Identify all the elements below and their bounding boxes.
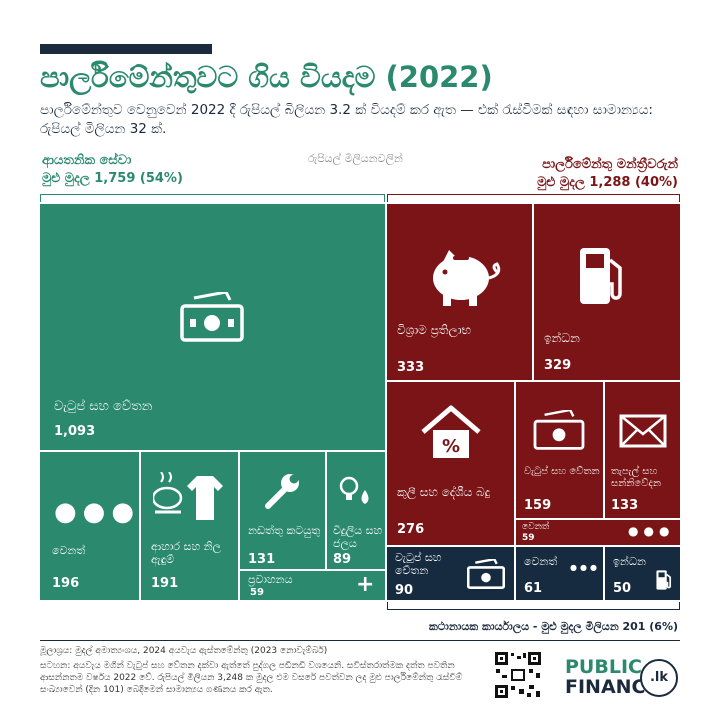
item-value: 1,093 bbox=[54, 424, 96, 439]
item-label: විශ්‍රාම ප්‍රතිලාභ bbox=[397, 323, 472, 337]
item-label: නඩත්තු කටයුතු bbox=[248, 524, 321, 537]
plus-icon: + bbox=[356, 572, 375, 597]
tile-inst-other: ●●● වෙනත් 196 bbox=[40, 452, 139, 600]
source-text: මූලාශ්‍රය: මුදල් අමාත්‍යංශය, 2024 අයවැය … bbox=[40, 646, 328, 656]
tile-mp-fuel: ඉන්ධන 329 bbox=[534, 204, 680, 380]
group-total: මුළු මුදල 1,759 (54%) bbox=[42, 171, 183, 186]
tile-mp-other: වෙනත් 59 ●●● bbox=[516, 520, 680, 545]
tile-ex-other: වෙනත් ●●● 61 bbox=[516, 547, 603, 600]
unit-note: රුපියල් මිලියනවලින් bbox=[308, 152, 403, 165]
group-label-institutional: ආයතනික සේවා මුළු මුදල 1,759 (54%) bbox=[42, 152, 183, 188]
tile-ex-salaries: වැටුප් සහ වේතන 90 bbox=[387, 547, 514, 600]
item-label: ඉන්ධන bbox=[544, 331, 580, 345]
tile-inst-maint: නඩත්තු කටයුතු 131 bbox=[240, 452, 325, 569]
tile-mp-salaries: වැටුප් සහ වේතන 159 bbox=[516, 382, 603, 518]
title-accent-bar bbox=[40, 44, 212, 54]
tile-inst-transport: ප්‍රවාහනය 59 + bbox=[240, 571, 385, 600]
item-label: ප්‍රවාහනය bbox=[248, 573, 293, 586]
tile-mp-rent: % කුලී සහ දේශීය බදු 276 bbox=[387, 382, 514, 545]
qr-code[interactable] bbox=[494, 651, 542, 699]
item-label: වැටුප් සහ වේතන bbox=[524, 466, 600, 477]
item-value: 90 bbox=[395, 583, 414, 598]
brand-line-1: PUBLIC bbox=[565, 656, 642, 678]
tile-ex-fuel: ඉන්ධන 50 bbox=[605, 547, 680, 600]
item-value: 276 bbox=[397, 522, 425, 537]
bulb-water-icon bbox=[339, 476, 369, 504]
tile-inst-salaries: වැටුප් සහ වේතන 1,093 bbox=[40, 204, 385, 450]
note-text: සටහන: අයවැය මගින් වැටුප් සහ වේතන දක්වා ඇ… bbox=[40, 661, 463, 695]
svg-text:%: % bbox=[442, 436, 460, 457]
bracket-institutional bbox=[40, 194, 385, 202]
group-total: මුළු මුදල 1,288 (40%) bbox=[537, 175, 678, 190]
item-label: වෙනත් bbox=[52, 544, 86, 557]
fuel-pump-icon bbox=[580, 248, 622, 304]
food-uniform-icon bbox=[153, 472, 223, 520]
tile-inst-food: ආහාර සහ නිල ඇඳුම් 191 bbox=[141, 452, 238, 600]
item-value: 133 bbox=[611, 498, 639, 513]
envelope-icon bbox=[619, 414, 667, 448]
item-label: වැටුප් සහ වේතන bbox=[395, 551, 442, 577]
bracket-executive bbox=[387, 602, 680, 610]
item-value: 59 bbox=[522, 533, 535, 543]
item-value: 61 bbox=[524, 581, 543, 596]
tile-inst-elec: විදුලිය සහ ජලය 89 bbox=[327, 452, 385, 569]
item-value: 131 bbox=[248, 552, 276, 567]
item-value: 191 bbox=[151, 576, 179, 591]
bracket-ministers bbox=[387, 194, 680, 202]
item-value: 89 bbox=[333, 552, 352, 567]
footer-divider bbox=[40, 640, 680, 641]
piggy-bank-icon bbox=[433, 250, 501, 306]
wrench-icon bbox=[265, 474, 299, 509]
page-subtitle: පාර්ලිමේන්තුව වෙනුවෙන් 2022 දී රුපියල් බ… bbox=[40, 102, 653, 137]
brand-logo-text[interactable]: PUBLIC FINANCE bbox=[565, 657, 658, 697]
item-label: ඉන්ධන bbox=[613, 555, 646, 568]
item-value: 59 bbox=[250, 587, 264, 598]
more-dots-icon: ●●● bbox=[54, 497, 139, 527]
item-value: 196 bbox=[52, 576, 80, 591]
tile-mp-pension: විශ්‍රාම ප්‍රතිලාභ 333 bbox=[387, 204, 532, 380]
item-label: විදුලිය සහ ජලය bbox=[333, 524, 383, 550]
item-value: 50 bbox=[613, 581, 632, 596]
brand-logo-badge[interactable]: .lk bbox=[640, 659, 678, 697]
item-label: වැටුප් සහ වේතන bbox=[54, 399, 153, 414]
cash-icon bbox=[533, 410, 585, 450]
item-value: 333 bbox=[397, 360, 425, 375]
footer-notes: මූලාශ්‍රය: මුදල් අමාත්‍යංශය, 2024 අයවැය … bbox=[40, 645, 485, 699]
fuel-pump-icon bbox=[656, 570, 672, 590]
more-dots-icon: ●●● bbox=[628, 524, 675, 538]
item-label: කුලී සහ දේශීය බදු bbox=[397, 485, 491, 499]
more-dots-icon: ●●● bbox=[570, 563, 600, 572]
group-name: ආයතනික සේවා bbox=[42, 153, 132, 168]
cash-icon bbox=[180, 292, 244, 342]
brand-line-2: FINANCE bbox=[565, 676, 659, 698]
page-title: පාර්ලිමේන්තුවට ගිය වියදම (2022) bbox=[40, 60, 493, 94]
item-value: 159 bbox=[524, 498, 552, 513]
cash-icon bbox=[467, 559, 505, 589]
group-label-ministers: පාර්ලිමේන්තු මන්ත්‍රීවරුන් මුළු මුදල 1,2… bbox=[537, 156, 678, 192]
tile-mp-postal: තැපැල් සහ සන්නිවේදන 133 bbox=[605, 382, 680, 518]
item-label: ආහාර සහ නිල ඇඳුම් bbox=[151, 540, 221, 566]
item-label: වෙනත් bbox=[524, 555, 558, 568]
house-percent-icon: % bbox=[421, 405, 481, 458]
item-label: තැපැල් සහ සන්නිවේදන bbox=[611, 466, 661, 489]
group-name: පාර්ලිමේන්තු මන්ත්‍රීවරුන් bbox=[542, 157, 678, 172]
item-label: වෙනත් bbox=[522, 522, 550, 532]
item-value: 329 bbox=[544, 358, 572, 373]
group-label-executive: කථානායක කාර්යාලය - මුළු මුදල මිලියන 201 … bbox=[428, 620, 678, 633]
